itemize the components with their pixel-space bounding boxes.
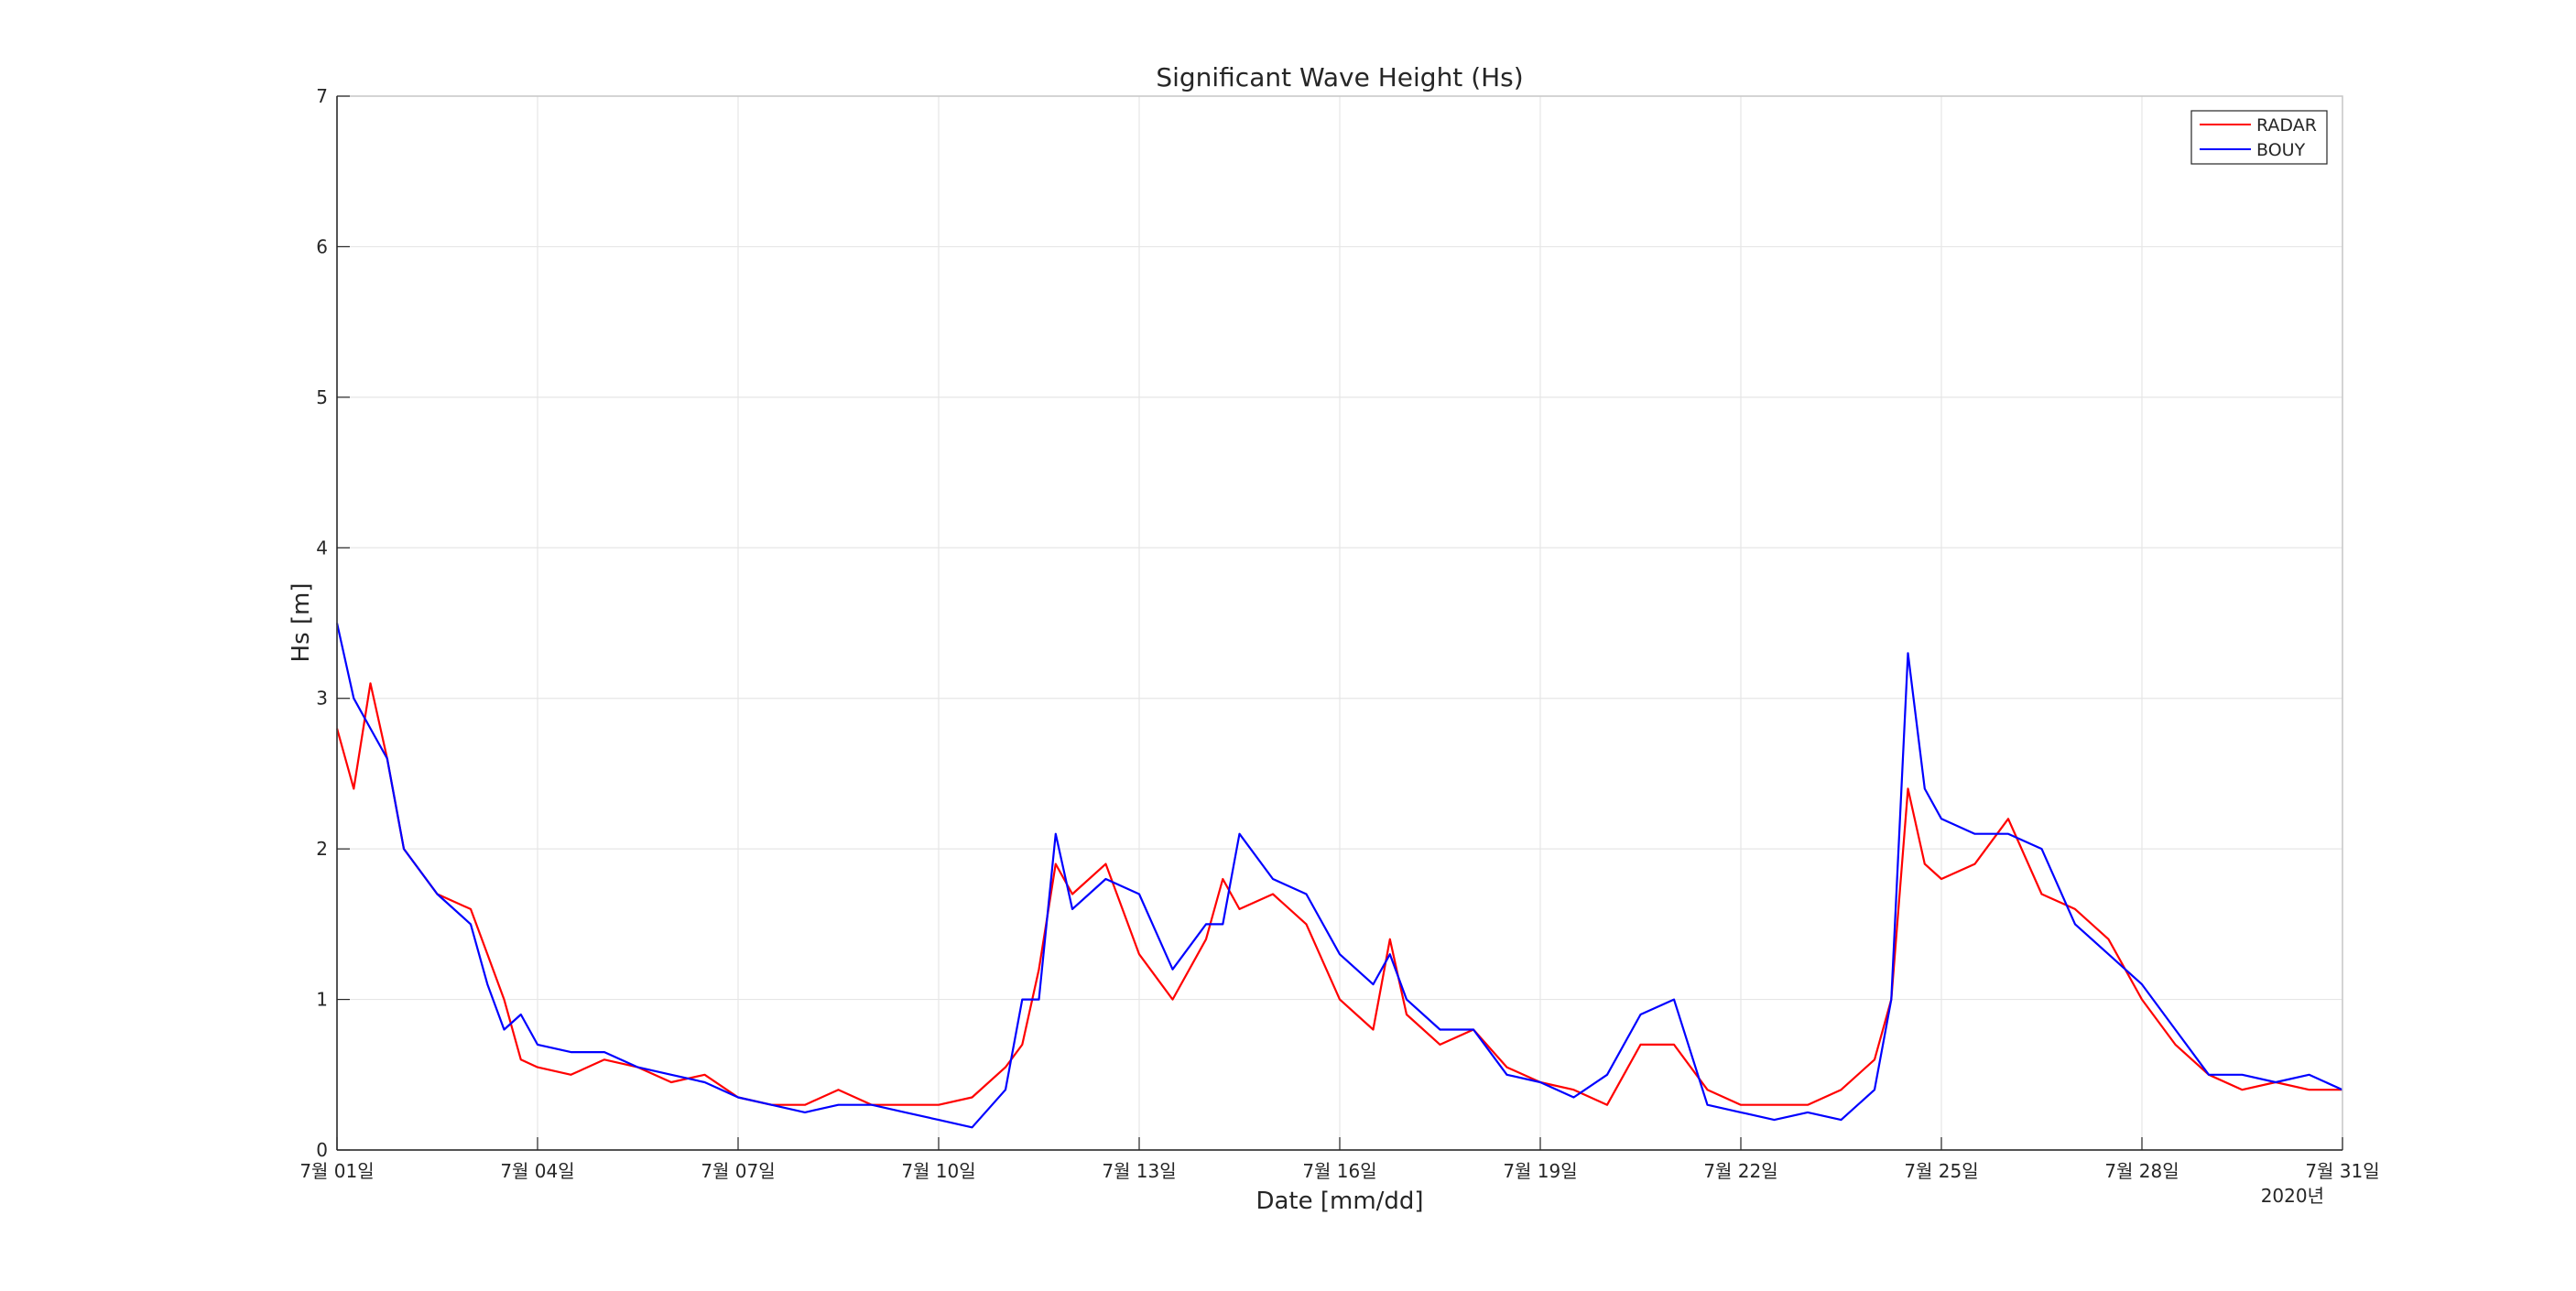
chart-title: Significant Wave Height (Hs): [1156, 62, 1523, 92]
y-ticks: 0 1 2 3 4 5 6 7: [316, 85, 350, 1161]
x-tick-label: 7월 04일: [500, 1160, 574, 1182]
legend: RADAR BOUY: [2190, 110, 2328, 165]
x-tick-label: 7월 31일: [2305, 1160, 2379, 1182]
series-layer: [335, 623, 2343, 1129]
x-axis-label: Date [mm/dd]: [1255, 1188, 1423, 1215]
x-tick-label: 7월 19일: [1503, 1160, 1577, 1182]
y-tick-label: 1: [316, 989, 328, 1011]
series-line-radar: [335, 682, 2342, 1106]
legend-box: [2190, 110, 2328, 165]
y-tick-label: 6: [316, 235, 328, 257]
x-tick-label: 7월 10일: [901, 1160, 975, 1182]
x-tick-label: 7월 25일: [1904, 1160, 1978, 1182]
legend-label-radar: RADAR: [2256, 115, 2317, 136]
x-tick-label: 7월 16일: [1302, 1160, 1376, 1182]
y-tick-label: 5: [316, 386, 328, 408]
x-tick-label: 7월 13일: [1102, 1160, 1176, 1182]
series-line-bouy: [335, 623, 2343, 1129]
x-tick-label: 7월 22일: [1703, 1160, 1777, 1182]
y-axis-label: Hs [m]: [288, 583, 315, 663]
x-tick-label: 7월 07일: [701, 1160, 775, 1182]
x-tick-label: 7월 28일: [2104, 1160, 2179, 1182]
y-tick-label: 3: [316, 688, 328, 710]
year-label: 2020년: [2261, 1185, 2324, 1207]
y-tick-label: 2: [316, 838, 328, 860]
legend-label-bouy: BOUY: [2256, 140, 2306, 160]
x-tick-label: 7월 01일: [299, 1160, 374, 1182]
y-tick-label: 4: [316, 537, 328, 559]
x-ticks: 7월 01일 7월 04일 7월 07일 7월 10일 7월 13일 7월 16일 7월 1…: [299, 1137, 2380, 1182]
y-tick-label: 0: [316, 1139, 328, 1161]
y-tick-label: 7: [316, 85, 328, 107]
